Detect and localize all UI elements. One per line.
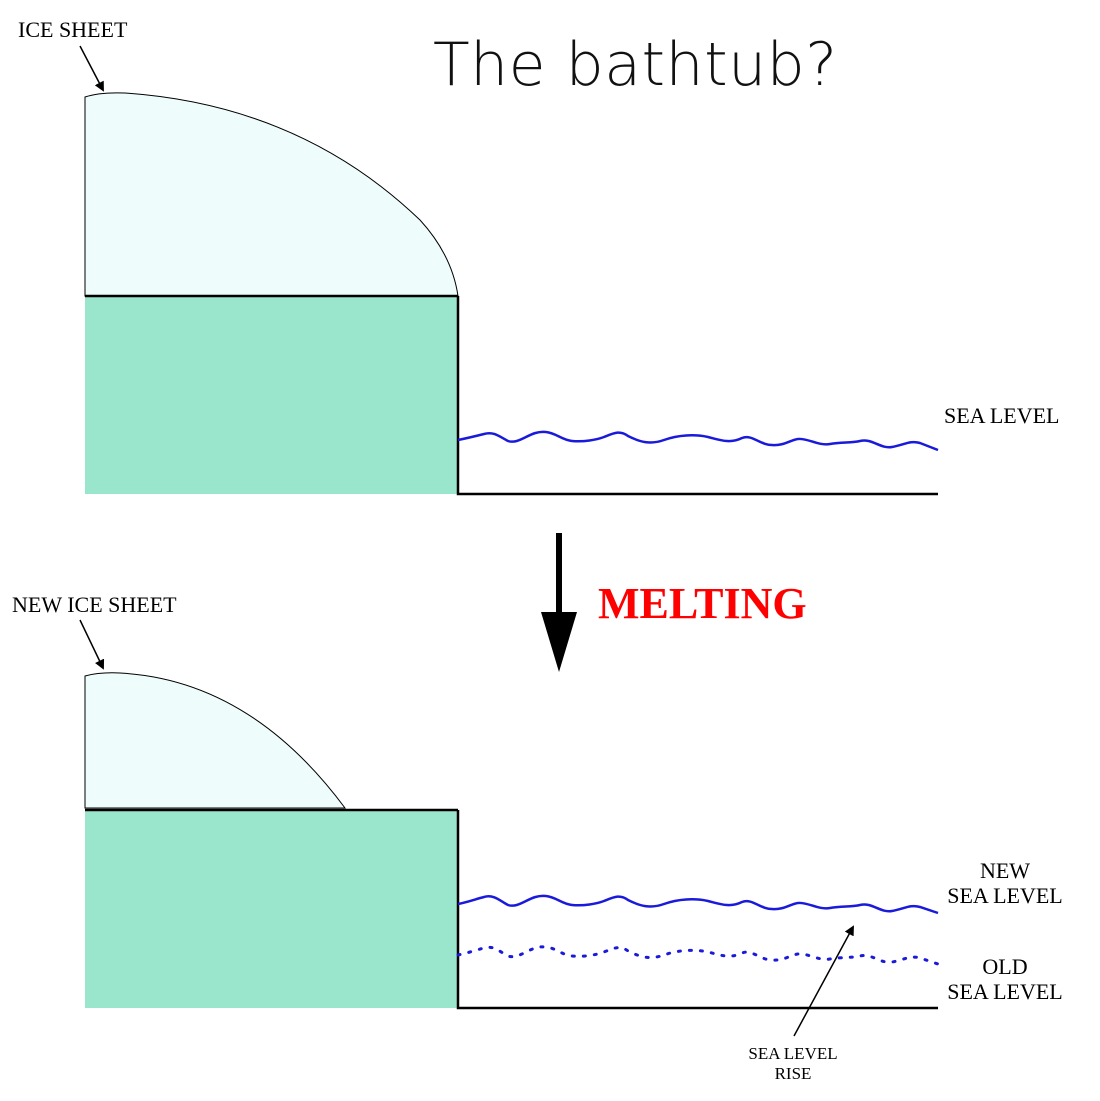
sea-level-rise-arrow [793, 925, 854, 1037]
sea-level-rise-label-line1: SEA LEVEL [748, 1044, 838, 1063]
sea-level-rise-label-line2: RISE [774, 1064, 812, 1084]
old-sea-level-line [456, 945, 940, 966]
new-sea-level-label-line2: SEA LEVEL [947, 883, 1063, 909]
basin-outline-bottom [456, 810, 938, 1010]
land-block-bottom [85, 810, 458, 1008]
bottom-panel [79, 619, 940, 1037]
new-sea-level-label: NEW SEA LEVEL [944, 858, 1066, 909]
ice-sheet [84, 92, 459, 297]
old-sea-level-label-line1: OLD [982, 954, 1028, 979]
new-ice-sheet-label: NEW ICE SHEET [12, 592, 177, 617]
melting-label: MELTING [598, 579, 807, 628]
new-ice-sheet [84, 672, 346, 809]
basin-outline [456, 296, 938, 496]
ice-sheet-label: ICE SHEET [18, 17, 128, 42]
melting-arrow [541, 533, 577, 672]
old-sea-level-label-line2: SEA LEVEL [947, 979, 1063, 1005]
new-sea-level-label-line1: NEW [979, 858, 1031, 883]
ice-sheet-arrow [79, 45, 104, 92]
sea-level-line [457, 430, 939, 452]
page-title: The bathtub? [433, 30, 838, 100]
land-block [85, 296, 458, 494]
top-panel [79, 45, 939, 496]
new-ice-sheet-arrow [79, 619, 105, 670]
sea-level-rise-label: SEA LEVEL RISE [722, 1044, 864, 1085]
new-sea-level-line [457, 894, 939, 915]
old-sea-level-label: OLD SEA LEVEL [944, 954, 1066, 1005]
sea-level-label: SEA LEVEL [944, 403, 1060, 428]
